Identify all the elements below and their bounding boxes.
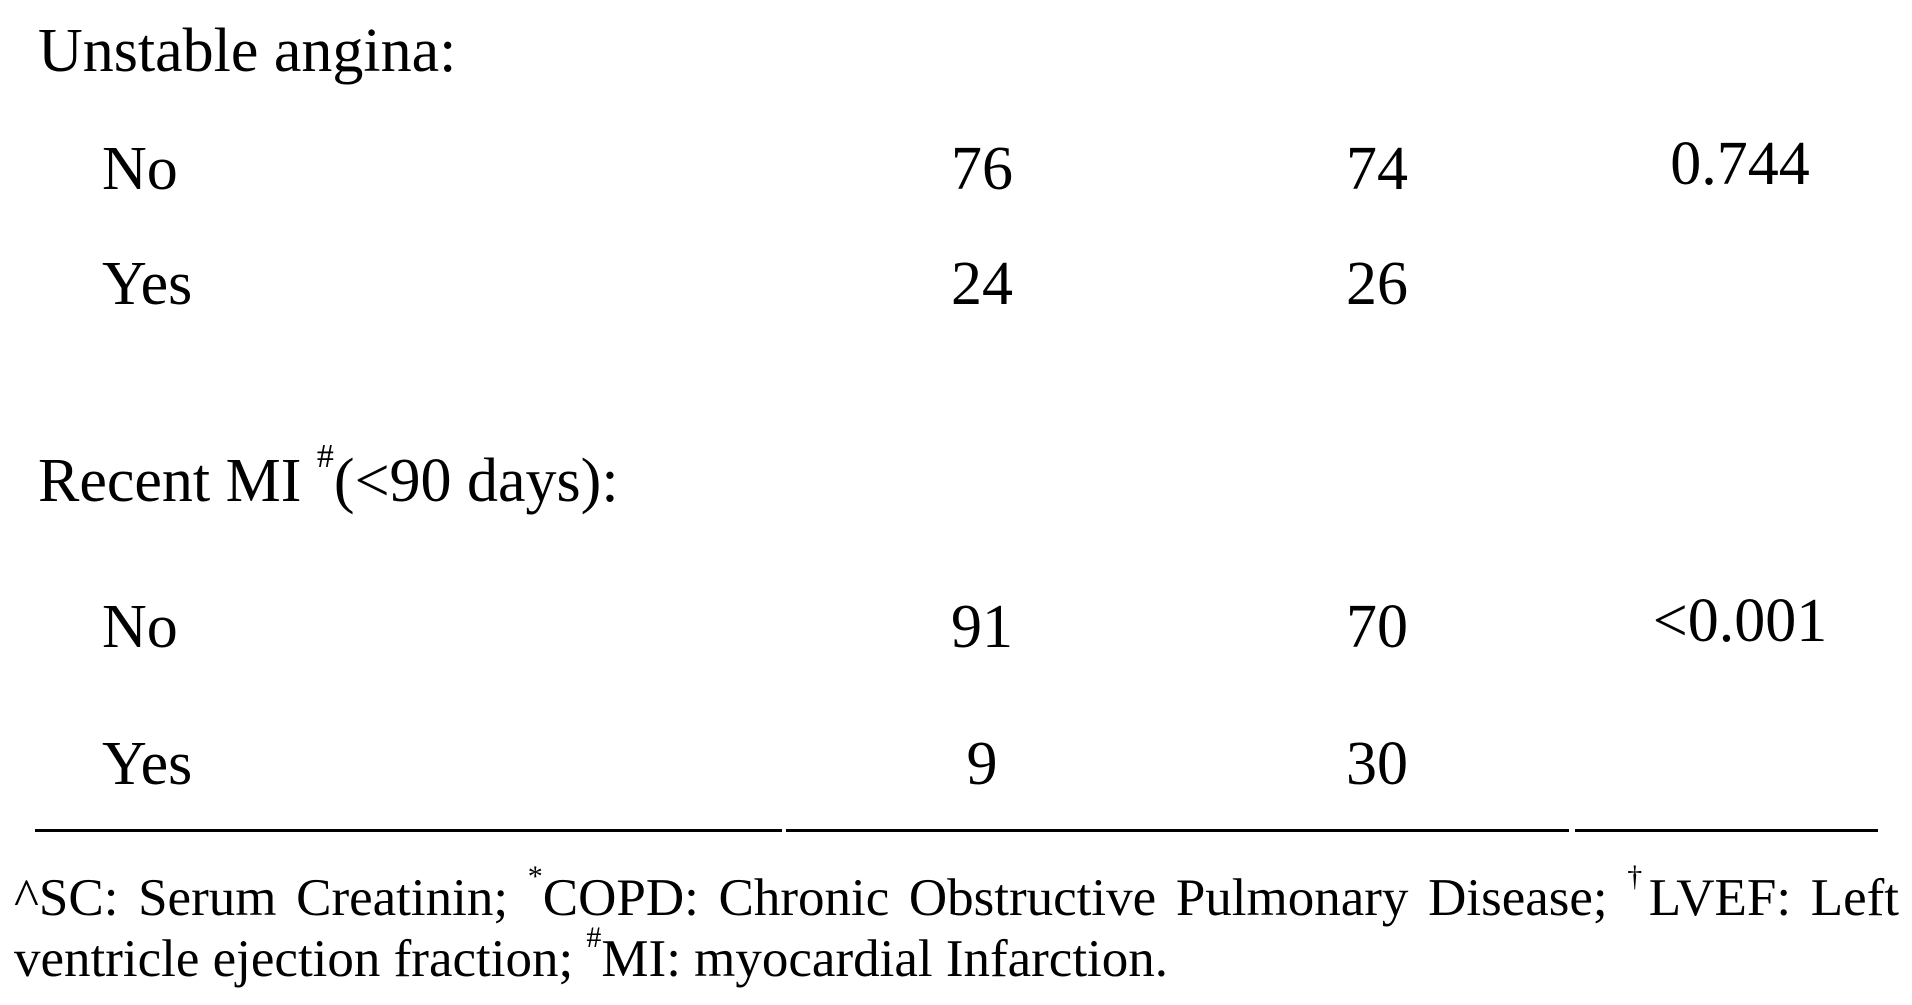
footnote-marker: # [316, 438, 334, 475]
cell-value: 74 [1346, 135, 1408, 203]
section-label-text: (<90 days): [333, 447, 619, 515]
cell-value: 70 [1346, 593, 1408, 661]
footnote-text: LVEF: Left ventricle ejection fraction; [14, 869, 1899, 989]
cell-value: 30 [1346, 730, 1408, 798]
footnote-marker: # [586, 921, 602, 955]
footnote-text: ^SC: Serum Creatinin; [14, 869, 528, 927]
section-label-recent-mi: Recent MI #(<90 days): [38, 440, 619, 515]
cell-value: 24 [951, 250, 1013, 318]
table-bottom-rule [786, 829, 1569, 832]
footnote-marker: † [1627, 860, 1649, 893]
table-footnote: ^SC: Serum Creatinin; *COPD: Chronic Obs… [14, 860, 1899, 991]
cell-value: 91 [951, 593, 1013, 661]
footnote-text: MI: myocardial Infarction. [601, 930, 1169, 989]
footnote-marker: * [527, 860, 543, 893]
section-label-unstable-angina: Unstable angina: [38, 17, 457, 85]
p-value: <0.001 [1652, 587, 1828, 655]
p-value: 0.744 [1670, 130, 1810, 198]
cell-value: 9 [966, 730, 998, 798]
row-label-yes: Yes [102, 730, 193, 798]
row-label-yes: Yes [102, 250, 193, 318]
row-label-no: No [102, 135, 178, 203]
section-label-text: Recent MI [38, 447, 317, 515]
table-bottom-rule [35, 829, 782, 832]
cell-value: 76 [951, 135, 1013, 203]
footnote-text: COPD: Chronic Obstructive Pulmonary Dise… [542, 869, 1628, 927]
row-label-no: No [102, 593, 178, 661]
cell-value: 26 [1346, 250, 1408, 318]
table-bottom-rule [1575, 829, 1878, 832]
